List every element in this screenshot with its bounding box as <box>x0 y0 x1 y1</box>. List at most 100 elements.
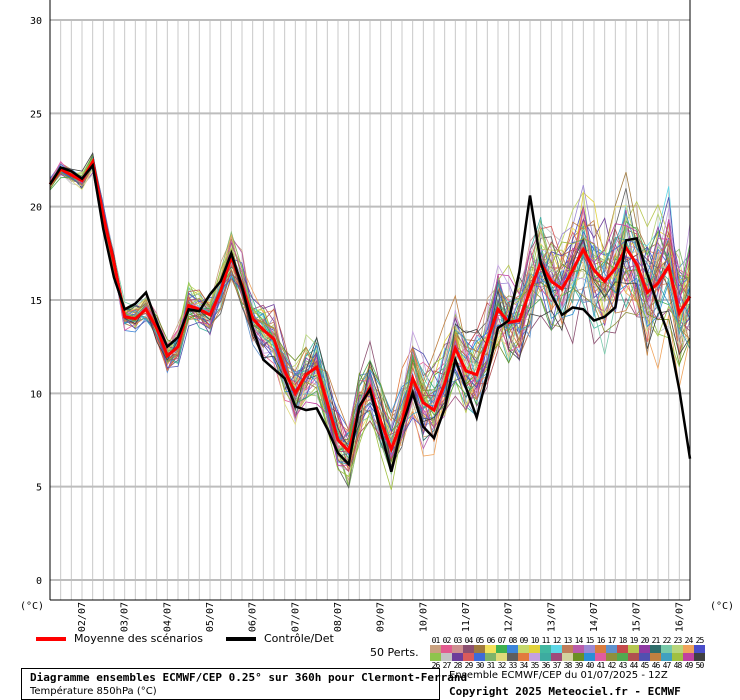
member-number-row-1: 01 02 03 04 05 06 07 08 09 10 11 12 13 14 15 16 17 18 19 20… <box>430 636 705 645</box>
member-swatch <box>485 645 496 653</box>
member-line-28 <box>49 161 691 466</box>
x-tick-labels: 02/07 03/07 04/07 05/07 06/07 07/07 08/07 09/07… <box>77 602 685 632</box>
y-tick-label: 25 <box>30 109 42 120</box>
x-tick-label: 14/07 <box>589 602 600 632</box>
member-number: 08 <box>508 636 518 645</box>
member-number: 02 <box>442 636 452 645</box>
member-swatch <box>529 645 540 653</box>
member-number: 19 <box>629 636 639 645</box>
mean-legend-label: Moyenne des scénarios <box>74 632 203 645</box>
member-number: 14 <box>574 636 584 645</box>
member-swatch <box>595 653 606 661</box>
y-tick-label: 5 <box>36 483 42 494</box>
member-number: 22 <box>662 636 672 645</box>
x-tick-label: 03/07 <box>120 602 131 632</box>
member-swatch <box>573 653 584 661</box>
y-tick-label: 20 <box>30 203 42 214</box>
x-tick-label: 10/07 <box>418 602 429 632</box>
member-number: 43 <box>618 661 628 670</box>
member-number: 09 <box>519 636 529 645</box>
member-swatch <box>496 653 507 661</box>
member-number: 32 <box>497 661 507 670</box>
x-tick-label: 15/07 <box>632 602 643 632</box>
x-tick-label: 02/07 <box>77 602 88 632</box>
y-axis-unit-left: (°C) <box>20 601 44 612</box>
control-legend-swatch <box>226 637 256 641</box>
copyright: Copyright 2025 Meteociel.fr - ECMWF <box>449 685 681 698</box>
x-tick-label: 07/07 <box>290 602 301 632</box>
member-number: 34 <box>519 661 529 670</box>
member-number: 10 <box>530 636 540 645</box>
member-swatch <box>606 653 617 661</box>
member-number: 07 <box>497 636 507 645</box>
member-swatch <box>518 653 529 661</box>
member-number: 25 <box>695 636 705 645</box>
member-number: 42 <box>607 661 617 670</box>
member-number: 48 <box>673 661 683 670</box>
member-swatch <box>441 645 452 653</box>
member-swatch <box>430 653 441 661</box>
member-swatch <box>683 645 694 653</box>
x-tick-label: 06/07 <box>248 602 259 632</box>
y-tick-label: 0 <box>36 576 42 587</box>
member-swatch <box>672 653 683 661</box>
member-number: 04 <box>464 636 474 645</box>
member-swatch <box>485 653 496 661</box>
chart-subtitle: Température 850hPa (°C) <box>30 686 157 697</box>
chart-axes <box>49 0 691 601</box>
member-swatch <box>430 645 441 653</box>
member-swatch <box>452 653 463 661</box>
member-color-row-2 <box>430 653 705 661</box>
main-series <box>48 157 692 473</box>
x-tick-label: 16/07 <box>674 602 685 632</box>
member-swatch <box>628 653 639 661</box>
member-number: 06 <box>486 636 496 645</box>
member-swatch <box>694 645 705 653</box>
member-number: 37 <box>552 661 562 670</box>
member-number: 05 <box>475 636 485 645</box>
x-tick-label: 13/07 <box>546 602 557 632</box>
member-number: 33 <box>508 661 518 670</box>
member-swatch <box>463 645 474 653</box>
member-number: 23 <box>673 636 683 645</box>
member-swatch <box>595 645 606 653</box>
member-number: 15 <box>585 636 595 645</box>
member-number: 27 <box>442 661 452 670</box>
member-swatch <box>474 653 485 661</box>
member-swatch <box>463 653 474 661</box>
member-swatch <box>562 653 573 661</box>
member-number: 50 <box>695 661 705 670</box>
member-number: 40 <box>585 661 595 670</box>
member-swatch <box>507 653 518 661</box>
member-swatch <box>529 653 540 661</box>
member-number: 39 <box>574 661 584 670</box>
member-number: 41 <box>596 661 606 670</box>
member-swatch <box>584 653 595 661</box>
member-swatch <box>672 645 683 653</box>
member-number: 35 <box>530 661 540 670</box>
x-tick-label: 05/07 <box>205 602 216 632</box>
member-swatch <box>617 653 628 661</box>
member-number: 49 <box>684 661 694 670</box>
member-number: 16 <box>596 636 606 645</box>
member-number: 01 <box>431 636 441 645</box>
member-swatch <box>540 645 551 653</box>
member-swatch <box>452 645 463 653</box>
member-number: 26 <box>431 661 441 670</box>
member-swatch <box>628 645 639 653</box>
member-number: 21 <box>651 636 661 645</box>
member-swatch <box>639 645 650 653</box>
member-number: 28 <box>453 661 463 670</box>
control-legend-label: Contrôle/Det <box>264 632 334 645</box>
member-swatch <box>518 645 529 653</box>
member-number: 12 <box>552 636 562 645</box>
member-number: 20 <box>640 636 650 645</box>
chart-title: Diagramme ensembles ECMWF/CEP 0.25° sur … <box>30 671 468 684</box>
mean-legend-swatch <box>36 637 66 641</box>
member-swatch <box>573 645 584 653</box>
x-tick-label: 08/07 <box>333 602 344 632</box>
member-swatch <box>650 645 661 653</box>
members-legend-grid: 01 02 03 04 05 06 07 08 09 10 11 12 13 14 15 16 17 18 19 20… <box>430 636 705 670</box>
member-swatch <box>661 653 672 661</box>
member-swatch <box>562 645 573 653</box>
